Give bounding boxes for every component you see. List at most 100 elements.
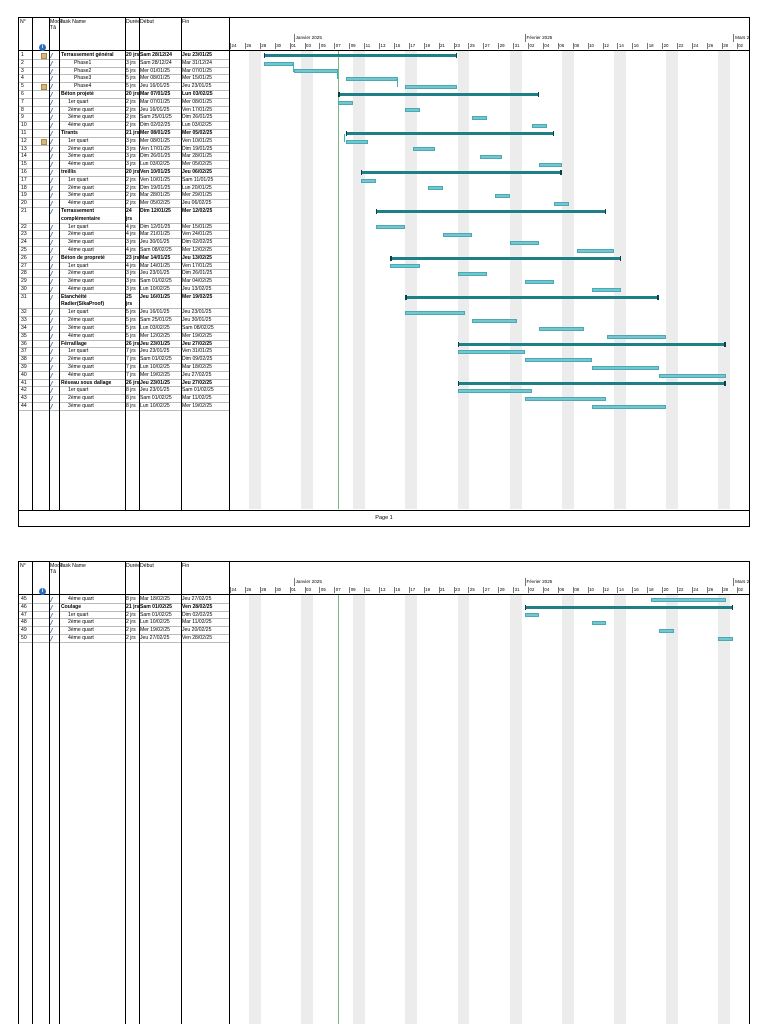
task-row[interactable]: 47 1er quart 2 jrs Sam 01/02/25 Dim 02/02/25	[19, 612, 229, 620]
task-row[interactable]: 3 Phase2 5 jrs Mer 01/01/25 Mar 07/01/25	[19, 68, 229, 76]
task-row[interactable]: 48 2ème quart 2 jrs Lun 10/02/25 Mar 11/02/2…	[19, 619, 229, 628]
task-row[interactable]: 10 4ème quart 2 jrs Dim 02/02/25 Lun 03/02/2…	[19, 122, 229, 130]
col-header-start[interactable]: Début	[140, 19, 154, 25]
col-header-mode-2[interactable]: Mode Tâ	[50, 563, 63, 575]
col-header-duration[interactable]: Durée	[126, 19, 141, 25]
summary-bar[interactable]	[390, 255, 622, 261]
task-row[interactable]: 25 4ème quart 4 jrs Sam 08/02/25 Mer 12/02/2…	[19, 247, 229, 255]
task-bar[interactable]	[606, 334, 667, 339]
task-row[interactable]: 35 4ème quart 5 jrs Mer 12/02/25 Mer 19/02/2…	[19, 333, 229, 341]
task-row[interactable]: 36 Férraillage 26 jrs Jeu 23/01/25 Jeu 27/02…	[19, 341, 229, 349]
summary-bar[interactable]	[345, 131, 555, 136]
task-row[interactable]: 9 3ème quart 2 jrs Sam 25/01/25 Dim 26/01/25	[19, 114, 229, 123]
task-bar[interactable]	[472, 116, 488, 121]
summary-bar[interactable]	[457, 341, 726, 347]
task-bar[interactable]	[591, 621, 607, 626]
col-header-name-2[interactable]: Task Name	[60, 563, 86, 569]
task-row[interactable]: 4 Phase3 5 jrs Mer 08/01/25 Mer 15/01/25	[19, 75, 229, 84]
task-bar[interactable]	[479, 155, 503, 160]
task-bar[interactable]	[405, 85, 458, 89]
task-bar[interactable]	[405, 108, 421, 113]
task-bar[interactable]	[524, 613, 540, 618]
task-bar[interactable]	[718, 636, 734, 641]
task-row[interactable]: 7 1er quart 2 jrs Mar 07/01/25 Mer 08/01/25	[19, 99, 229, 107]
task-bar[interactable]	[293, 69, 339, 74]
task-row[interactable]: 43 2ème quart 8 jrs Sam 01/02/25 Mar 11/02/2…	[19, 395, 229, 403]
task-row[interactable]: 18 2ème quart 2 jrs Dim 19/01/25 Lun 20/01/2…	[19, 185, 229, 193]
task-row[interactable]: 30 4ème quart 3 jrs Lun 10/02/25 Jeu 13/02/2…	[19, 286, 229, 294]
task-row[interactable]: 31 Etanchéité Radier(SikaProof) 25 jrs Jeu …	[19, 294, 229, 310]
task-bar[interactable]	[427, 186, 443, 191]
task-row[interactable]: 39 3ème quart 7 jrs Lun 10/02/25 Mar 18/02/2…	[19, 364, 229, 372]
task-row[interactable]: 21 Terrassement complémentaire 24 jrs Dim 1…	[19, 208, 229, 224]
task-row[interactable]: 38 2ème quart 7 jrs Sam 01/02/25 Dim 09/02/2…	[19, 356, 229, 364]
task-bar[interactable]	[591, 365, 659, 370]
task-bar[interactable]	[524, 358, 592, 362]
task-bar[interactable]	[375, 225, 406, 230]
task-bar[interactable]	[658, 373, 726, 378]
task-bar[interactable]	[524, 397, 607, 401]
task-bar[interactable]	[360, 178, 376, 183]
task-bar[interactable]	[524, 280, 555, 284]
task-bar[interactable]	[539, 163, 562, 167]
task-bar[interactable]	[591, 287, 622, 292]
col-header-mode[interactable]: Mode Tâ	[50, 19, 63, 31]
task-row[interactable]: 40 4ème quart 7 jrs Mer 19/02/25 Jeu 27/02/2…	[19, 372, 229, 380]
task-bar[interactable]	[457, 350, 525, 355]
task-row[interactable]: 16 treillis 20 jrs Ven 10/01/25 Jeu 06/02/25	[19, 169, 229, 177]
task-row[interactable]: 6 Béton projeté 20 jrs Mar 07/01/25 Lun 03/0…	[19, 91, 229, 99]
task-bar[interactable]	[263, 61, 294, 66]
task-row[interactable]: 45 4ème quart 8 jrs Mar 18/02/25 Jeu 27/02/2…	[19, 596, 229, 604]
task-row[interactable]: 29 3ème quart 3 jrs Sam 01/02/25 Mar 04/02/2…	[19, 278, 229, 286]
task-row[interactable]: 50 4ème quart 2 jrs Jeu 27/02/25 Ven 28/02/2…	[19, 635, 229, 643]
task-bar[interactable]	[390, 264, 421, 269]
task-row[interactable]: 44 3ème quart 8 jrs Lun 10/02/25 Mer 19/02/2…	[19, 403, 229, 411]
task-row[interactable]: 49 3ème quart 2 jrs Mer 19/02/25 Jeu 20/02/2…	[19, 627, 229, 635]
summary-bar[interactable]	[360, 170, 562, 175]
col-header-start-2[interactable]: Début	[140, 563, 154, 569]
col-header-end[interactable]: Fin	[182, 19, 190, 25]
task-row[interactable]: 12 1er quart 3 jrs Mer 08/01/25 Ven 10/01/25	[19, 138, 229, 146]
task-row[interactable]: 15 4ème quart 3 jrs Lun 03/02/25 Mer 05/02/2…	[19, 161, 229, 169]
task-row[interactable]: 1 Terrassement général 20 jrs Sam 28/12/24 J…	[19, 52, 229, 60]
task-bar[interactable]	[345, 77, 398, 82]
col-header-id[interactable]: N°	[20, 19, 26, 25]
task-bar[interactable]	[554, 202, 570, 206]
task-bar[interactable]	[457, 389, 532, 394]
task-row[interactable]: 19 3ème quart 2 jrs Mar 28/01/25 Mer 29/01/2…	[19, 192, 229, 201]
task-row[interactable]: 46 Coulage 21 jrs Sam 01/02/25 Ven 28/02/25	[19, 604, 229, 612]
task-bar[interactable]	[651, 597, 726, 602]
summary-bar[interactable]	[405, 294, 659, 300]
summary-bar[interactable]	[457, 380, 726, 386]
col-header-id-2[interactable]: N°	[20, 563, 26, 569]
task-row[interactable]: 14 3ème quart 3 jrs Dim 26/01/25 Mar 28/01/2…	[19, 153, 229, 162]
task-row[interactable]: 34 3ème quart 5 jrs Lun 03/02/25 Sam 08/02/2…	[19, 325, 229, 333]
task-bar[interactable]	[405, 311, 465, 316]
task-bar[interactable]	[472, 319, 518, 323]
task-bar[interactable]	[442, 233, 473, 238]
task-row[interactable]: 22 1er quart 4 jrs Dim 12/01/25 Mer 15/01/25	[19, 224, 229, 232]
task-row[interactable]: 11 Tirants 21 jrs Mer 08/01/25 Mer 05/02/25	[19, 130, 229, 138]
task-bar[interactable]	[539, 326, 585, 331]
task-row[interactable]: 8 2ème quart 2 jrs Jeu 16/01/25 Ven 17/01/25	[19, 107, 229, 115]
task-row[interactable]: 5 Phase4 5 jrs Jeu 16/01/25 Jeu 23/01/25	[19, 83, 229, 91]
task-row[interactable]: 24 3ème quart 3 jrs Jeu 30/01/25 Dim 02/02/2…	[19, 239, 229, 247]
task-bar[interactable]	[345, 139, 369, 144]
task-row[interactable]: 28 2ème quart 3 jrs Jeu 23/01/25 Dim 26/01/2…	[19, 270, 229, 279]
col-header-name[interactable]: Task Name	[60, 19, 86, 25]
summary-bar[interactable]	[338, 92, 540, 97]
col-header-duration-2[interactable]: Durée	[126, 563, 141, 569]
task-bar[interactable]	[576, 248, 614, 253]
task-bar[interactable]	[591, 404, 667, 409]
task-bar[interactable]	[532, 124, 547, 128]
task-bar[interactable]	[658, 629, 674, 633]
col-header-end-2[interactable]: Fin	[182, 563, 190, 569]
task-row[interactable]: 33 2ème quart 5 jrs Sam 25/01/25 Jeu 30/01/2…	[19, 317, 229, 325]
task-row[interactable]: 26 Béton de propreté 23 jrs Mar 14/01/25 Jeu…	[19, 255, 229, 263]
task-bar[interactable]	[338, 100, 354, 105]
summary-bar[interactable]	[263, 53, 458, 58]
task-row[interactable]: 20 4ème quart 2 jrs Mer 05/02/25 Jeu 06/02/2…	[19, 200, 229, 208]
task-row[interactable]: 42 1er quart 8 jrs Jeu 23/01/25 Sam 01/02/25	[19, 387, 229, 396]
task-row[interactable]: 2 Phase1 3 jrs Sam 28/12/24 Mar 31/12/24	[19, 60, 229, 68]
task-row[interactable]: 41 Réseau sous dallage 26 jrs Jeu 23/01/25 J…	[19, 380, 229, 388]
